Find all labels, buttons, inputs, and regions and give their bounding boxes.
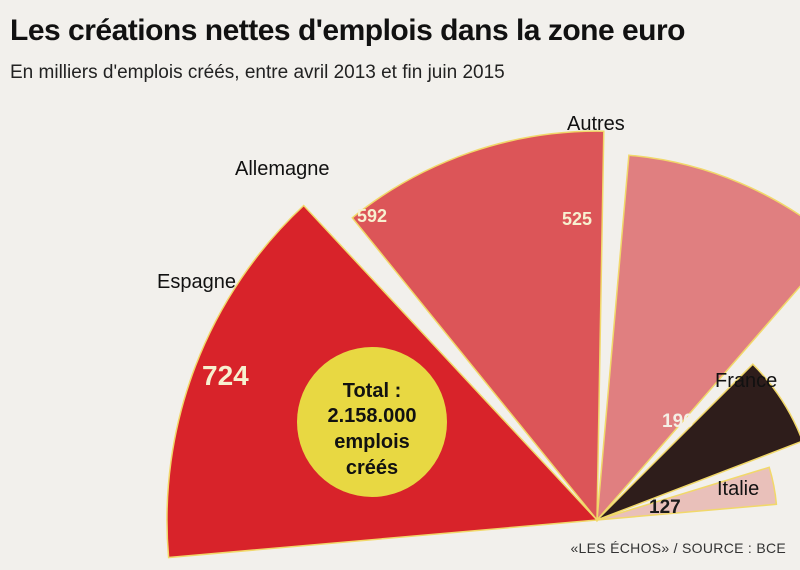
total-badge: Total : 2.158.000 emplois créés: [297, 347, 447, 497]
wedge-allemagne: [351, 130, 605, 523]
total-label-line3: emplois: [334, 431, 410, 453]
chart-title: Les créations nettes d'emplois dans la z…: [10, 14, 686, 47]
wedge-france: [596, 363, 800, 521]
wedge-autres: [596, 154, 800, 523]
source-credit: «LES ÉCHOS» / SOURCE : BCE: [570, 540, 786, 556]
wedge-italie: [596, 466, 778, 521]
total-label-line2: 2.158.000: [328, 405, 417, 427]
total-label-line4: créés: [346, 457, 398, 479]
chart-subtitle: En milliers d'emplois créés, entre avril…: [10, 62, 505, 83]
category-label-france: France: [715, 370, 777, 392]
category-label-italie: Italie: [717, 478, 759, 500]
total-label-line1: Total :: [343, 380, 402, 402]
value-label-allemagne: 592: [357, 206, 387, 226]
value-label-espagne: 724: [202, 360, 249, 391]
category-label-espagne: Espagne: [157, 271, 236, 293]
value-label-italie: 127: [649, 497, 681, 518]
category-label-autres: Autres: [567, 113, 625, 135]
chart-labels: Espagne 724 Allemagne 592 Autres 525 France 190…: [157, 113, 777, 518]
value-label-autres: 525: [562, 209, 592, 229]
value-label-france: 190: [662, 411, 694, 432]
category-label-allemagne: Allemagne: [235, 158, 330, 180]
total-circle: [297, 347, 447, 497]
chart-wedges: [166, 130, 800, 559]
